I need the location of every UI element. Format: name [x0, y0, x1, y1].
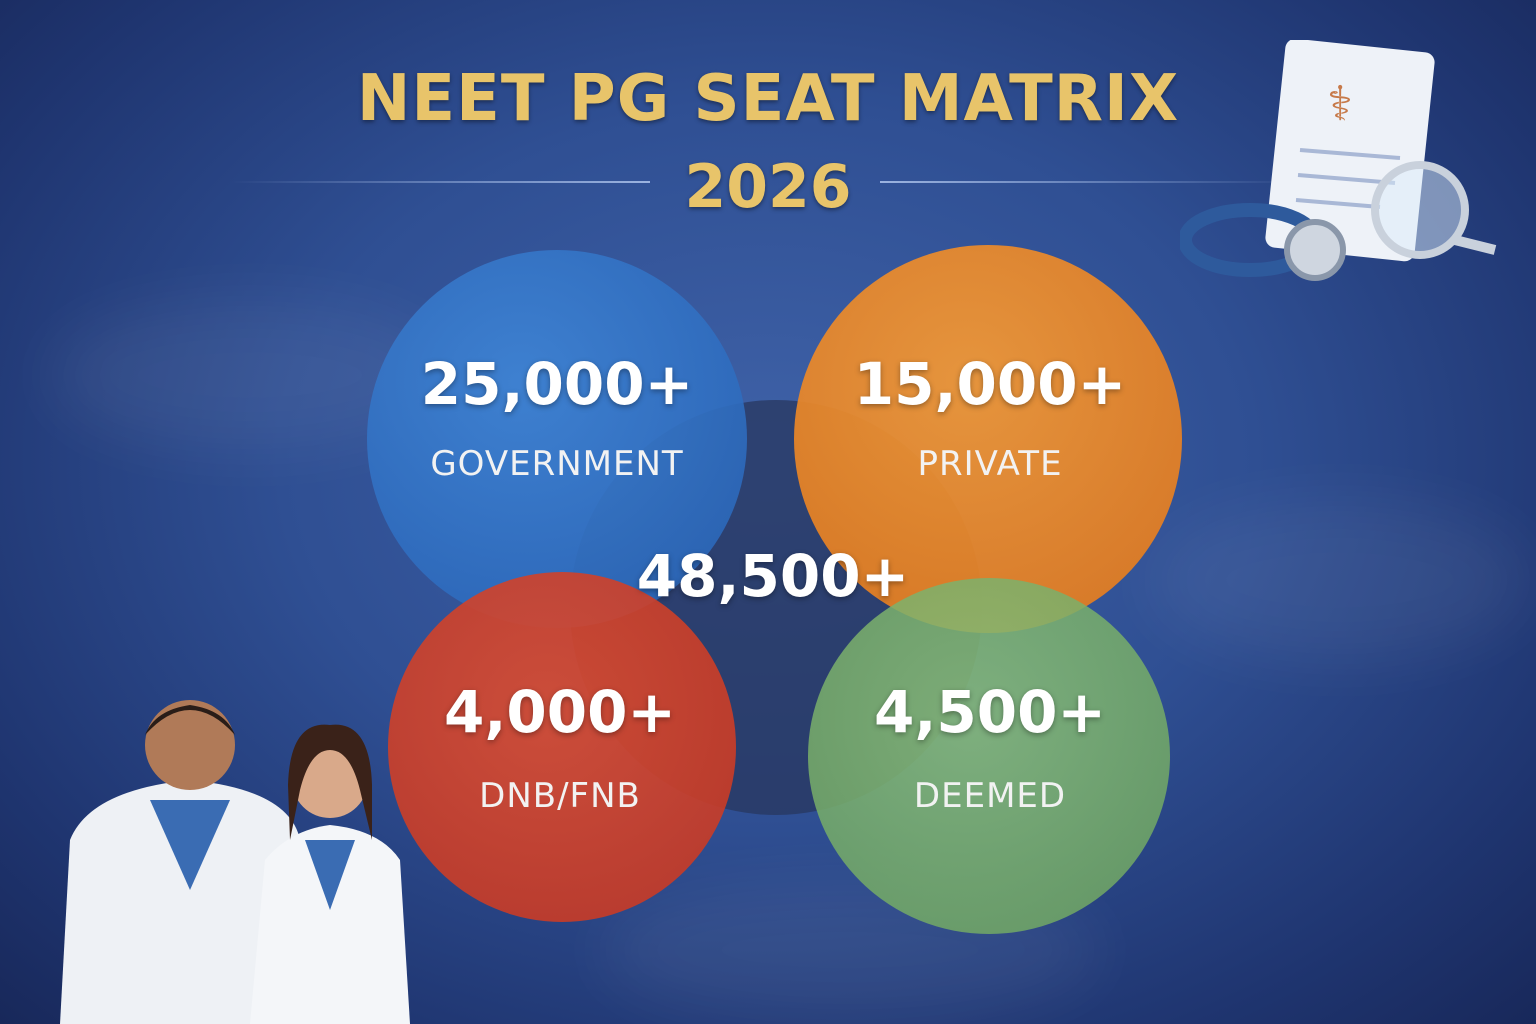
circle-dnb-fnb: [388, 572, 736, 922]
dnb-fnb-value: 4,000+: [443, 678, 677, 746]
government-value: 25,000+: [420, 350, 694, 418]
svg-text:⚕: ⚕: [1327, 76, 1353, 132]
divider-left: [230, 181, 650, 183]
circle-government: [367, 250, 747, 628]
dnb-fnb-label: DNB/FNB: [479, 776, 641, 816]
deemed-value: 4,500+: [873, 678, 1107, 746]
deemed-label: DEEMED: [913, 776, 1067, 816]
private-value: 15,000+: [853, 350, 1127, 418]
circle-private: [794, 245, 1182, 633]
circle-deemed: [808, 578, 1170, 934]
private-label: PRIVATE: [917, 444, 1063, 484]
title-line-1: NEET PG SEAT MATRIX: [356, 62, 1180, 136]
doctors-illustration: [60, 700, 410, 1024]
title-line-2: 2026: [684, 152, 852, 222]
total-value: 48,500+: [636, 542, 910, 610]
cloud: [1150, 500, 1530, 660]
government-label: GOVERNMENT: [430, 444, 684, 484]
stethoscope-document-magnifier-icon: ⚕: [1180, 40, 1497, 281]
